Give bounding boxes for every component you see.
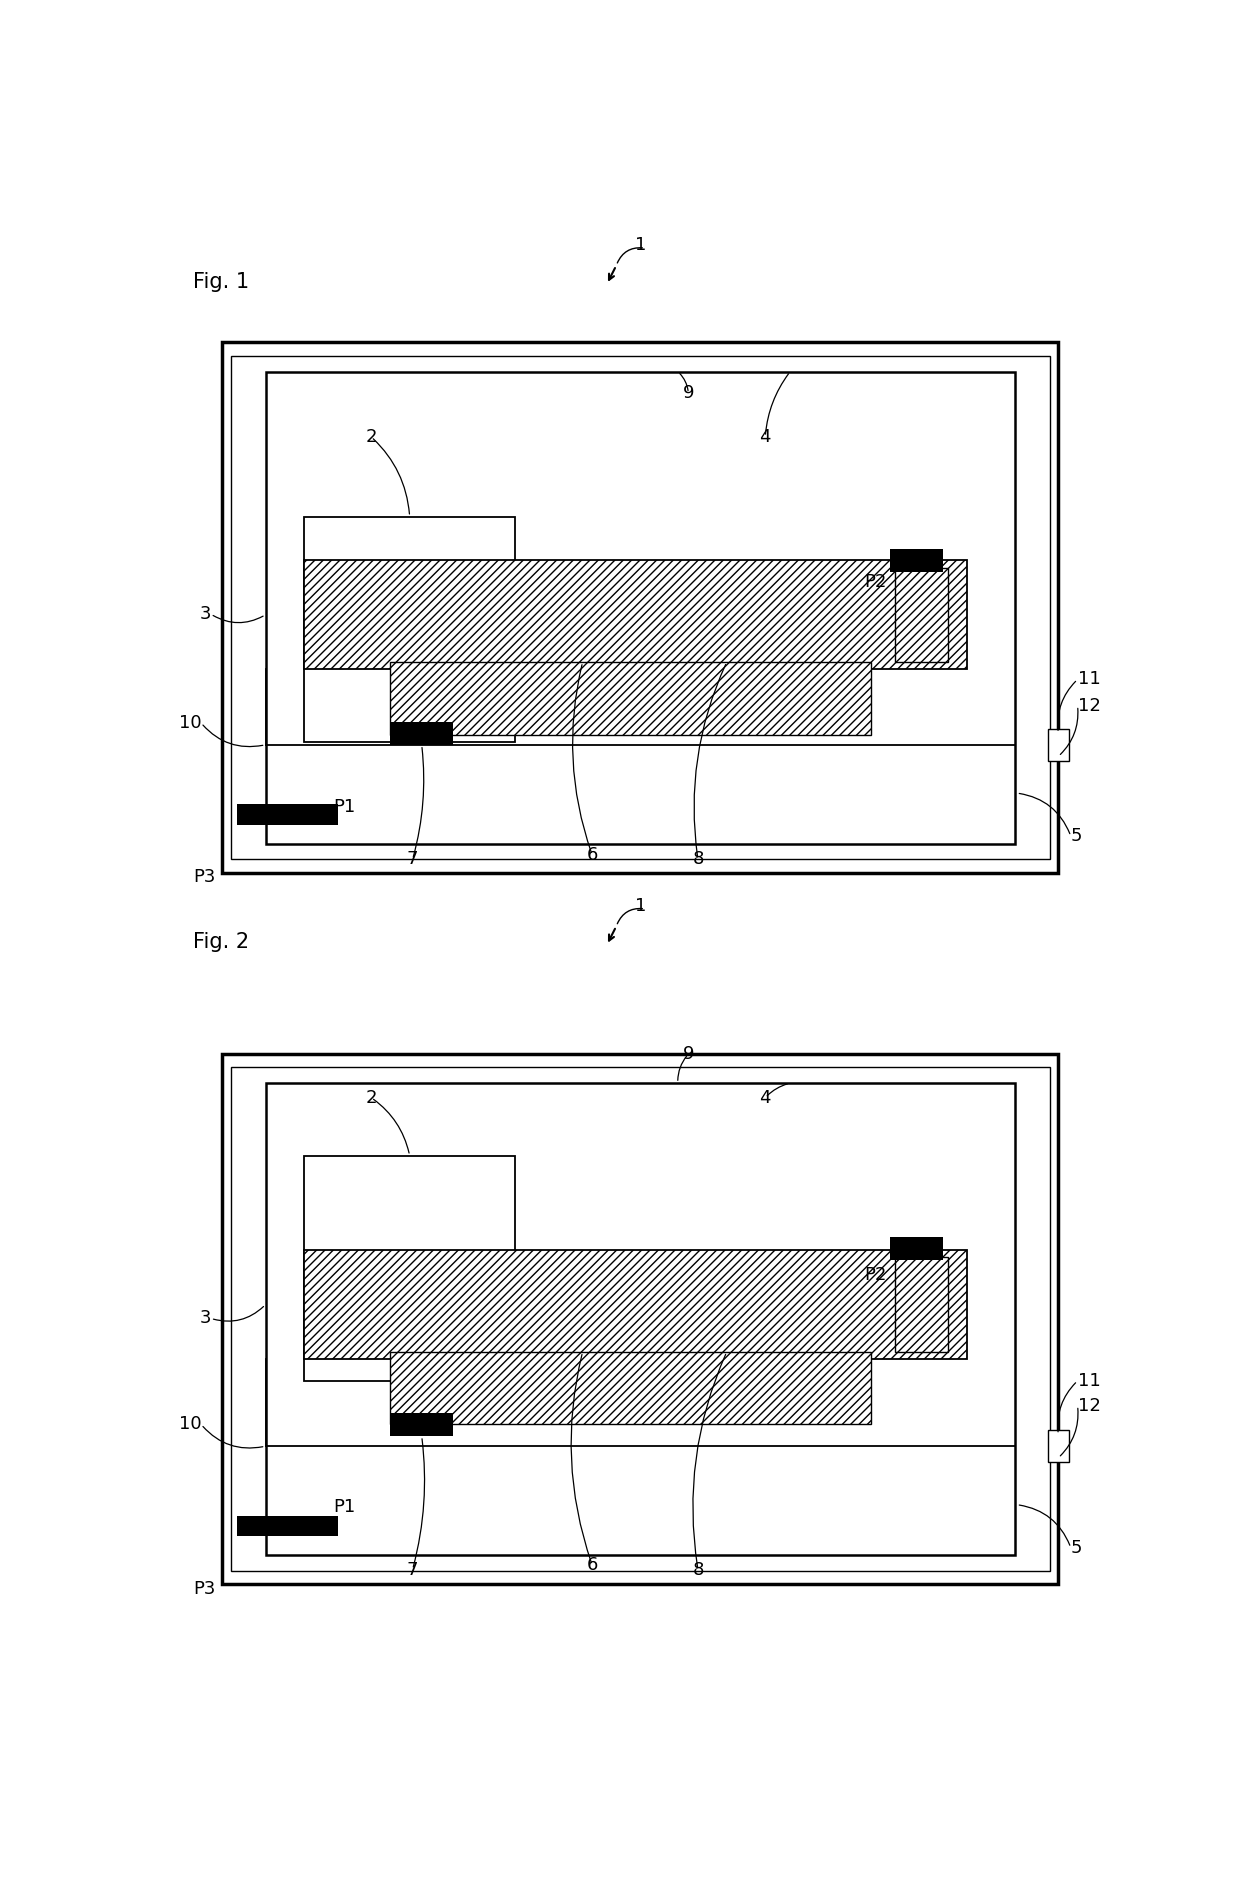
- Bar: [231, 356, 1050, 860]
- Text: 5: 5: [1071, 1539, 1083, 1556]
- Bar: [391, 722, 453, 745]
- Text: 11: 11: [1078, 670, 1100, 688]
- Text: P2: P2: [864, 1266, 887, 1284]
- Text: P1: P1: [332, 1497, 355, 1516]
- Text: 6: 6: [587, 1556, 598, 1575]
- Text: 3: 3: [200, 1309, 211, 1328]
- Text: 6: 6: [587, 847, 598, 864]
- Bar: [895, 568, 947, 662]
- Text: 7: 7: [407, 851, 418, 868]
- Text: 11: 11: [1078, 1371, 1100, 1390]
- Text: P3: P3: [193, 868, 216, 886]
- Bar: [391, 662, 870, 734]
- Bar: [222, 343, 1058, 873]
- Text: 12: 12: [1078, 696, 1100, 715]
- Text: P1: P1: [332, 798, 355, 817]
- Bar: [391, 1413, 453, 1435]
- Text: 8: 8: [692, 1560, 703, 1579]
- Text: 2: 2: [366, 428, 377, 445]
- Text: 3: 3: [200, 605, 211, 622]
- Bar: [391, 1352, 870, 1424]
- Text: 10: 10: [179, 715, 201, 732]
- Text: 10: 10: [179, 1414, 201, 1433]
- Bar: [1048, 728, 1069, 760]
- Text: P3: P3: [193, 1579, 216, 1597]
- Text: 7: 7: [407, 1560, 418, 1579]
- Bar: [890, 1237, 942, 1260]
- Text: Fig. 2: Fig. 2: [193, 932, 249, 952]
- Bar: [895, 1258, 947, 1352]
- Text: Fig. 1: Fig. 1: [193, 272, 249, 292]
- Bar: [304, 560, 967, 670]
- Text: 5: 5: [1071, 828, 1083, 845]
- Text: 2: 2: [366, 1088, 377, 1107]
- Bar: [1048, 1430, 1069, 1462]
- Text: 4: 4: [759, 428, 771, 445]
- Text: 4: 4: [759, 1088, 771, 1107]
- Text: 9: 9: [682, 1045, 694, 1064]
- Bar: [237, 1516, 337, 1537]
- Text: P2: P2: [864, 573, 887, 590]
- Text: 8: 8: [692, 851, 703, 868]
- Text: 9: 9: [682, 385, 694, 402]
- Bar: [890, 549, 942, 571]
- Bar: [231, 1067, 1050, 1571]
- Bar: [237, 803, 337, 824]
- Bar: [265, 372, 1016, 843]
- Bar: [304, 517, 516, 741]
- Bar: [265, 1083, 1016, 1556]
- Bar: [222, 1054, 1058, 1584]
- Text: 1: 1: [635, 898, 646, 915]
- Text: 1: 1: [635, 236, 646, 255]
- Bar: [304, 1250, 967, 1360]
- Text: 12: 12: [1078, 1396, 1100, 1414]
- Bar: [304, 1156, 516, 1381]
